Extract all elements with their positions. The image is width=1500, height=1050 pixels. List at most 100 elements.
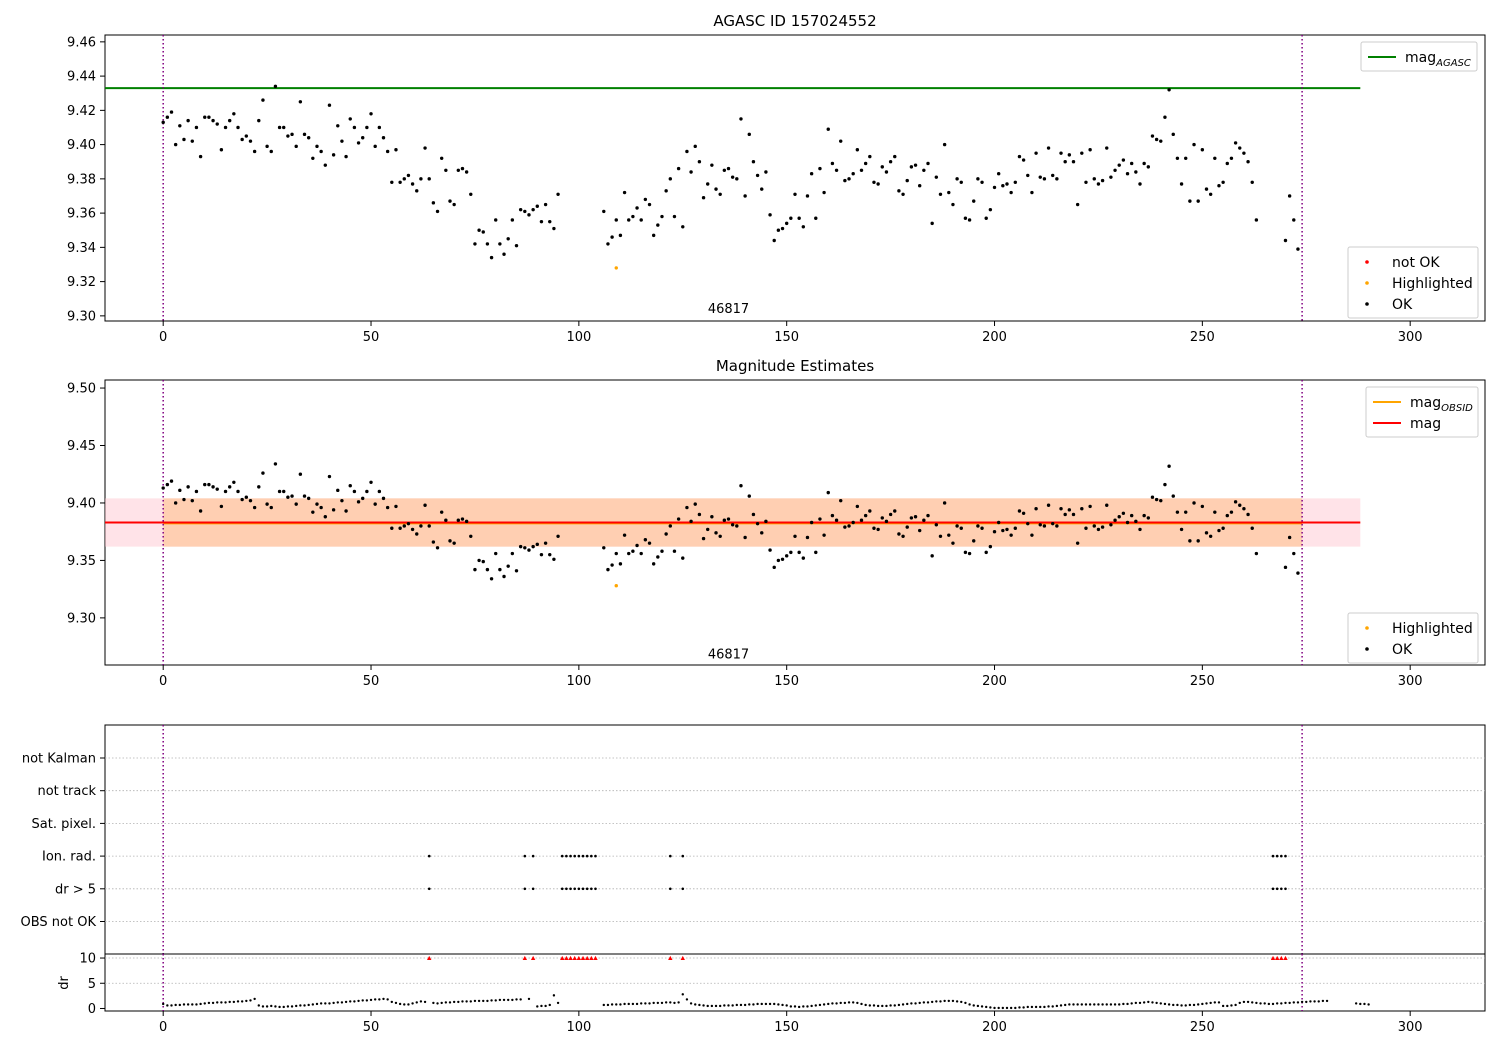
ok-point bbox=[410, 182, 415, 186]
flag-marker bbox=[1280, 854, 1283, 858]
ok-point bbox=[976, 177, 980, 181]
ok-point bbox=[622, 533, 627, 537]
flag-marker bbox=[1284, 854, 1287, 858]
dr-point bbox=[856, 1001, 859, 1005]
ok-point bbox=[377, 125, 382, 130]
ok-point bbox=[298, 472, 303, 476]
x-tick-label: 100 bbox=[566, 674, 591, 689]
ok-point bbox=[1238, 503, 1242, 507]
dr-point bbox=[1296, 1001, 1300, 1004]
ok-point bbox=[668, 524, 673, 528]
dr-point bbox=[789, 1005, 793, 1008]
dr-point bbox=[170, 1004, 173, 1007]
ok-point bbox=[1250, 526, 1254, 530]
dr-point bbox=[1284, 1001, 1287, 1005]
x-tick-label: 100 bbox=[566, 1020, 591, 1035]
ok-point bbox=[1154, 497, 1159, 502]
ok-point bbox=[901, 534, 905, 538]
ok-point bbox=[980, 180, 984, 184]
dr-point bbox=[685, 998, 689, 1001]
ok-point bbox=[306, 496, 311, 501]
ok-point bbox=[439, 510, 444, 514]
ok-point bbox=[735, 524, 739, 528]
dr-point bbox=[1047, 1005, 1050, 1008]
ok-point bbox=[843, 525, 847, 529]
ok-point bbox=[951, 541, 955, 545]
ok-point bbox=[681, 225, 685, 229]
ok-point bbox=[797, 216, 801, 220]
ok-point bbox=[548, 552, 552, 557]
ok-point bbox=[327, 103, 332, 107]
dr-clipped-marker bbox=[580, 955, 586, 961]
ok-point bbox=[1154, 137, 1159, 142]
dr-point bbox=[1363, 1002, 1366, 1006]
ok-point bbox=[336, 488, 340, 493]
ok-point bbox=[381, 496, 386, 501]
ok-point bbox=[963, 550, 968, 555]
flag-marker bbox=[590, 854, 593, 858]
ok-point bbox=[485, 567, 490, 572]
dr-point bbox=[469, 1000, 472, 1003]
ok-point bbox=[356, 500, 361, 504]
ok-point bbox=[402, 524, 406, 528]
ok-point bbox=[1021, 158, 1026, 162]
ok-point bbox=[165, 115, 170, 119]
ok-point bbox=[755, 521, 760, 526]
ok-point bbox=[722, 168, 727, 172]
flag-row-label: dr > 5 bbox=[55, 882, 96, 897]
y-tick-label: 9.40 bbox=[67, 138, 96, 153]
dr-point bbox=[386, 998, 389, 1001]
flag-marker bbox=[523, 854, 527, 858]
ok-point bbox=[1046, 503, 1051, 507]
legend-label: mag bbox=[1410, 416, 1441, 432]
dr-point bbox=[760, 1002, 763, 1006]
ok-point bbox=[768, 213, 772, 217]
dr-point bbox=[1238, 1001, 1241, 1005]
ok-point bbox=[622, 190, 627, 195]
ok-point bbox=[273, 84, 278, 89]
ok-point bbox=[959, 526, 963, 530]
dr-point bbox=[1155, 1001, 1158, 1005]
ok-point bbox=[423, 146, 427, 150]
flag-row-label: not Kalman bbox=[22, 752, 96, 767]
dr-point bbox=[669, 1001, 672, 1004]
dr-point bbox=[1122, 1002, 1125, 1006]
dr-point bbox=[835, 1002, 838, 1005]
dr-point bbox=[1113, 1003, 1117, 1006]
flag-marker bbox=[427, 854, 431, 858]
ok-point bbox=[1005, 527, 1009, 532]
ok-point bbox=[456, 518, 461, 522]
dr-point bbox=[540, 1004, 543, 1008]
dr-point bbox=[477, 999, 481, 1003]
dr-point bbox=[1205, 1002, 1208, 1005]
ok-point bbox=[1225, 161, 1229, 166]
ok-point bbox=[1283, 238, 1288, 243]
ok-point bbox=[356, 141, 361, 145]
ok-point bbox=[385, 149, 390, 154]
ok-point bbox=[1105, 503, 1109, 507]
ok-point bbox=[1013, 526, 1018, 530]
ok-point bbox=[1204, 531, 1209, 535]
ok-point bbox=[909, 516, 914, 520]
ok-point bbox=[1088, 148, 1092, 152]
ok-point bbox=[1146, 165, 1151, 169]
y-tick-label: 5 bbox=[88, 977, 96, 992]
ok-point bbox=[257, 485, 261, 489]
ok-point bbox=[556, 192, 560, 196]
dr-point bbox=[494, 999, 497, 1002]
ok-point bbox=[1121, 158, 1126, 162]
ok-point bbox=[290, 494, 294, 498]
ok-point bbox=[618, 233, 623, 238]
flag-marker bbox=[1280, 887, 1283, 891]
ok-point bbox=[643, 197, 648, 202]
dr-point bbox=[211, 1001, 215, 1005]
dr-point bbox=[166, 1004, 169, 1007]
dr-point bbox=[1246, 1000, 1250, 1004]
legend-label: OK bbox=[1392, 297, 1413, 313]
dr-point bbox=[1142, 1001, 1146, 1004]
dr-point bbox=[465, 1000, 468, 1003]
ok-point bbox=[689, 519, 693, 524]
ok-point bbox=[780, 557, 785, 561]
ok-point bbox=[1233, 141, 1238, 145]
ok-point bbox=[431, 201, 436, 205]
